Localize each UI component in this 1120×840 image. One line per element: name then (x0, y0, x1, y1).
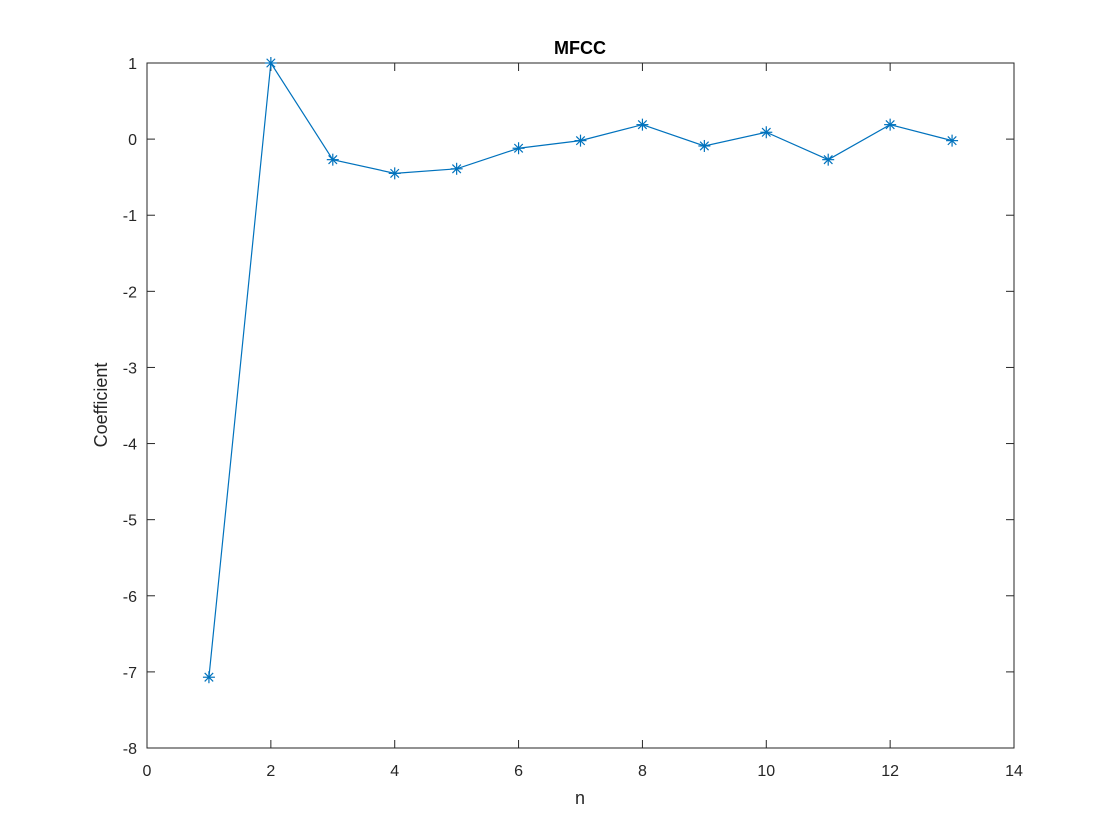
x-tick-label: 6 (514, 763, 523, 780)
data-point (760, 126, 773, 139)
y-tick-label: -4 (123, 437, 137, 454)
data-point (450, 162, 463, 175)
x-tick-label: 4 (390, 763, 399, 780)
data-point (388, 167, 401, 180)
x-tick-label: 0 (143, 763, 152, 780)
y-tick-label: -5 (123, 513, 137, 530)
y-tick-label: -3 (123, 360, 137, 377)
y-tick-label: -2 (123, 284, 137, 301)
chart-title: MFCC (554, 38, 606, 58)
x-tick-label: 10 (757, 763, 775, 780)
plot-area (146, 62, 1015, 749)
x-tick-label: 2 (266, 763, 275, 780)
y-tick-label: 0 (128, 132, 137, 149)
data-point (822, 153, 835, 166)
ticks: 0 2 4 6 8 10 12 14 -8 -7 -6 -5 -4 -3 -2 -1 0 1 (123, 56, 1023, 780)
data-point (202, 671, 215, 684)
data-point (264, 57, 277, 69)
y-tick-label: -8 (123, 741, 137, 758)
data-point (574, 134, 587, 147)
x-tick-label: 14 (1005, 763, 1023, 780)
data-point (946, 134, 959, 147)
y-tick-label: -6 (123, 589, 137, 606)
y-tick-label: 1 (128, 56, 137, 73)
x-tick-label: 12 (881, 763, 899, 780)
y-tick-label: -7 (123, 665, 137, 682)
data-point (326, 153, 339, 166)
axes-box (146, 62, 1015, 749)
data-point (636, 118, 649, 131)
series (202, 57, 959, 684)
data-point (698, 139, 711, 152)
data-point (884, 118, 897, 131)
x-axis-label: n (575, 788, 585, 808)
data-point (512, 142, 525, 155)
y-tick-label: -1 (123, 208, 137, 225)
y-axis-label: Coefficient (91, 363, 111, 448)
x-tick-label: 8 (638, 763, 647, 780)
